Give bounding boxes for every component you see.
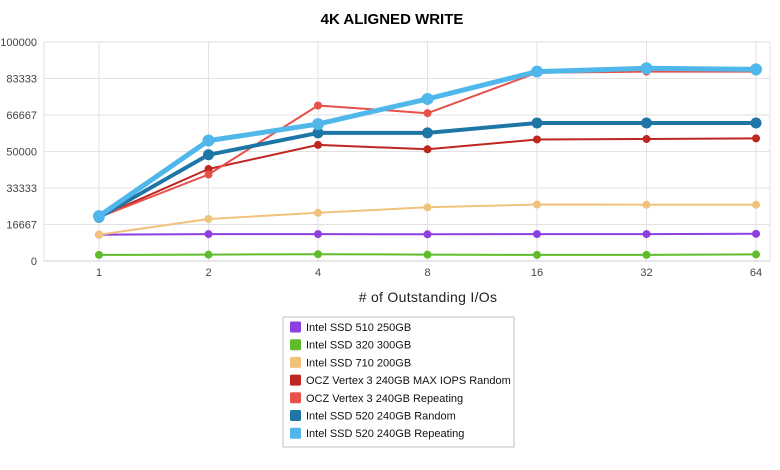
legend-box: [282, 316, 515, 448]
data-point: [642, 250, 651, 259]
legend-entry: OCZ Vertex 3 240GB Repeating: [306, 393, 463, 405]
data-point: [752, 134, 760, 143]
data-point: [752, 250, 760, 259]
data-point: [312, 127, 324, 139]
data-point: [422, 127, 433, 139]
data-point: [204, 250, 213, 259]
y-tick-label: 83333: [6, 74, 37, 86]
data-point: [204, 165, 213, 174]
y-axis-ticks: 0 16667 33333 50000 66667 83333 100000: [0, 37, 37, 268]
x-tick-label: 2: [205, 267, 211, 279]
legend: Intel SSD 510 250GB Intel SSD 320 300GB In…: [282, 316, 515, 448]
series-lines: [93, 62, 762, 259]
x-tick-label: 16: [531, 267, 543, 279]
data-point: [533, 230, 541, 239]
data-point: [93, 210, 105, 223]
legend-entry: Intel SSD 520 240GB Random: [306, 411, 456, 423]
data-point: [533, 135, 541, 144]
y-tick-label: 66667: [6, 110, 37, 122]
data-point: [314, 101, 322, 110]
data-point: [423, 145, 432, 154]
data-point: [752, 200, 760, 209]
data-point: [204, 170, 213, 179]
data-point: [314, 230, 322, 239]
legend-swatch: [290, 410, 301, 421]
legend-swatch: [290, 374, 301, 386]
x-axis-ticks: 1 2 4 8 16 32 64: [96, 267, 762, 279]
data-point: [204, 230, 213, 239]
x-tick-label: 32: [640, 267, 652, 279]
x-tick-label: 4: [315, 267, 321, 279]
data-point: [641, 117, 652, 129]
data-point: [202, 134, 215, 147]
data-point: [642, 200, 651, 209]
data-point: [423, 203, 432, 212]
legend-entry: Intel SSD 710 200GB: [306, 357, 411, 369]
legend-swatch: [290, 339, 301, 351]
data-point: [423, 250, 432, 259]
legend-swatch: [290, 321, 301, 333]
data-point: [531, 65, 543, 78]
legend-swatch: [290, 356, 301, 368]
series-6: [93, 62, 762, 223]
data-point: [533, 250, 541, 259]
data-point: [750, 117, 762, 129]
x-tick-label: 64: [750, 267, 762, 279]
legend-swatch: [290, 427, 301, 439]
data-point: [421, 92, 434, 105]
data-point: [204, 214, 213, 223]
series-1: [95, 250, 760, 259]
x-axis-label: # of Outstanding I/Os: [359, 289, 498, 305]
y-tick-label: 33333: [6, 183, 37, 195]
chart-title: 4K ALIGNED WRITE: [321, 11, 464, 28]
grid: [43, 41, 771, 262]
series-5: [93, 117, 762, 223]
data-point: [314, 208, 322, 217]
data-point: [95, 230, 103, 239]
data-point: [640, 62, 653, 75]
legend-entry: Intel SSD 320 300GB: [306, 340, 411, 352]
x-tick-label: 1: [96, 267, 102, 279]
data-point: [203, 149, 214, 161]
legend-entry: Intel SSD 520 240GB Repeating: [306, 428, 464, 440]
data-point: [642, 135, 651, 144]
series-0: [95, 229, 760, 239]
data-point: [312, 118, 324, 131]
x-tick-label: 8: [424, 267, 430, 279]
series-2: [95, 200, 760, 239]
data-point: [423, 230, 432, 239]
legend-swatch: [290, 392, 301, 404]
data-point: [533, 200, 541, 209]
legend-entry: Intel SSD 510 250GB: [306, 322, 411, 334]
data-point: [752, 229, 760, 238]
data-point: [314, 140, 322, 149]
y-tick-label: 100000: [0, 37, 37, 49]
data-point: [642, 230, 651, 239]
y-tick-label: 0: [31, 256, 37, 268]
data-point: [750, 63, 762, 76]
y-tick-label: 16667: [6, 220, 37, 232]
data-point: [314, 250, 322, 259]
data-point: [531, 117, 543, 129]
y-tick-label: 50000: [6, 147, 37, 159]
legend-entry: OCZ Vertex 3 240GB MAX IOPS Random: [306, 375, 511, 387]
data-point: [95, 250, 103, 259]
data-point: [423, 109, 432, 118]
